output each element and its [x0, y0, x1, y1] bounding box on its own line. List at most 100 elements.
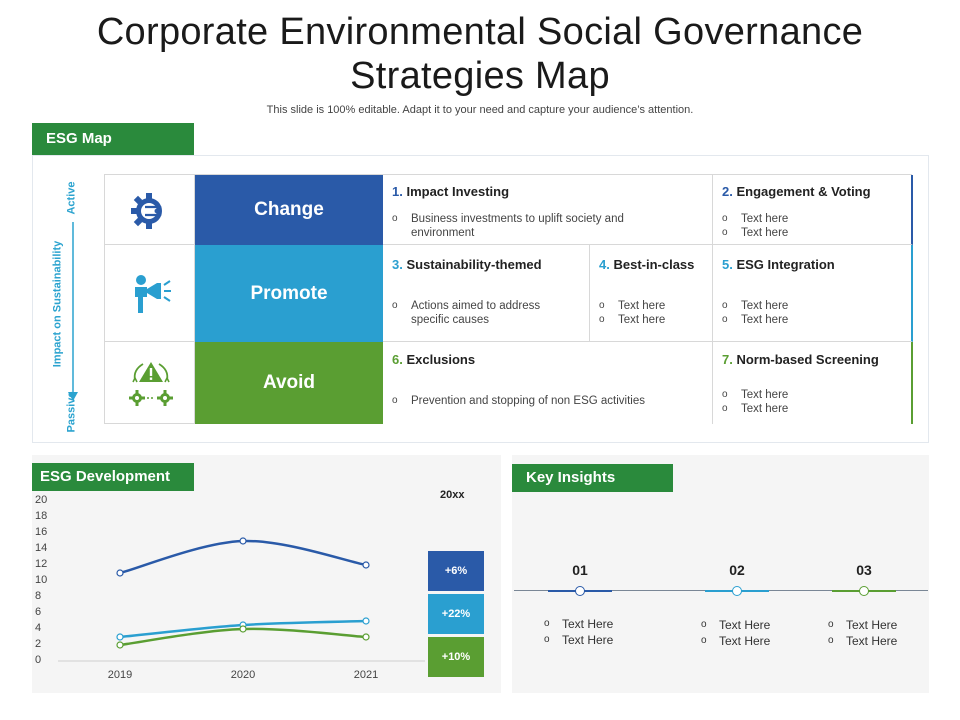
- bullet-item: o Text here: [599, 299, 665, 313]
- insight-2-marker: [732, 586, 742, 596]
- year-label: 20xx: [440, 489, 465, 501]
- axis-active-label: Active: [65, 181, 78, 215]
- bullet-text: Text here: [741, 389, 789, 401]
- strategy-cell-3: 3. Sustainability-themed o Actions aimed …: [383, 245, 590, 342]
- strategy-number: 6.: [392, 352, 403, 367]
- strategy-cell-1: 1. Impact Investing o Business investment…: [383, 175, 713, 245]
- y-tick-label: 12: [35, 558, 48, 570]
- esg-development-tab: ESG Development: [32, 463, 194, 491]
- insight-2-bullet: o Text Here: [701, 633, 770, 649]
- bullet-glyph: o: [722, 314, 728, 325]
- y-tick-label: 16: [35, 526, 48, 538]
- bullet-item: o Text here: [722, 388, 788, 402]
- title-line-1: Corporate Environmental Social Governanc…: [96, 11, 864, 53]
- bullet-item: o Prevention and stopping of non ESG acti…: [392, 394, 692, 408]
- page-subtitle: This slide is 100% editable. Adapt it to…: [266, 104, 694, 116]
- bullet-glyph: o: [722, 403, 728, 414]
- title-line-2: Strategies Map: [350, 55, 610, 97]
- axis-passive-label: Passive: [65, 391, 78, 433]
- strategy-number: 7.: [722, 352, 733, 367]
- strategy-cell-5: 5. ESG Integration o Text here o Text here: [713, 245, 913, 342]
- x-tick-label: 2021: [353, 669, 379, 681]
- bullet-text: Text here: [741, 213, 789, 225]
- insight-1-marker: [575, 586, 585, 596]
- strategy-title-7: 7. Norm-based Screening: [722, 352, 879, 367]
- y-tick-label: 8: [35, 590, 42, 602]
- bullet-glyph: o: [828, 635, 834, 646]
- insight-2-number: 02: [729, 562, 745, 578]
- icon-cell-change: [105, 175, 195, 245]
- bullet-glyph: o: [544, 618, 550, 629]
- strategy-title-text: ESG Integration: [736, 257, 835, 272]
- bullet-glyph: o: [722, 300, 728, 311]
- axis-title: Impact on Sustainability: [51, 240, 64, 368]
- strategy-title-1: 1. Impact Investing: [392, 184, 509, 199]
- strategy-title-4: 4. Best-in-class: [599, 257, 694, 272]
- y-tick-label: 4: [35, 622, 42, 634]
- strategy-title-2: 2. Engagement & Voting: [722, 184, 871, 199]
- bullet-glyph: o: [722, 389, 728, 400]
- esg-map-tab: ESG Map: [32, 123, 194, 155]
- insight-1-bullet: o Text Here: [544, 616, 613, 632]
- change-box-3: +10%: [428, 637, 484, 677]
- strategy-title-text: Norm-based Screening: [736, 352, 879, 367]
- bullet-item: o Actions aimed to address specific cause…: [392, 299, 567, 327]
- bullet-text: Actions aimed to address specific causes: [411, 300, 541, 326]
- insight-1-bullet: o Text Here: [544, 632, 613, 648]
- key-insights-tab: Key Insights: [512, 464, 673, 492]
- strategy-title-6: 6. Exclusions: [392, 352, 475, 367]
- strategy-cell-7: 7. Norm-based Screening o Text here o Text…: [713, 342, 913, 424]
- insight-1-number: 01: [572, 562, 588, 578]
- change-box-1: +6%: [428, 551, 484, 591]
- icon-cell-promote: [105, 245, 195, 342]
- bullet-glyph: o: [599, 314, 605, 325]
- bullet-text: Text Here: [562, 633, 614, 647]
- bullet-glyph: o: [599, 300, 605, 311]
- bullet-glyph: o: [722, 213, 728, 224]
- bullet-item: o Text here: [722, 402, 788, 416]
- bullet-glyph: o: [392, 213, 398, 224]
- bullet-text: Text Here: [846, 618, 898, 632]
- y-tick-label: 0: [35, 654, 42, 666]
- bullet-text: Text here: [741, 314, 789, 326]
- y-tick-label: 2: [35, 638, 42, 650]
- page-title: Corporate Environmental Social Governanc…: [0, 10, 960, 98]
- insight-3-number: 03: [856, 562, 872, 578]
- bullet-text: Text Here: [846, 634, 898, 648]
- strategy-number: 1.: [392, 184, 403, 199]
- y-tick-label: 10: [35, 574, 48, 586]
- bullet-text: Text here: [618, 300, 666, 312]
- bullet-glyph: o: [828, 619, 834, 630]
- strategy-number: 2.: [722, 184, 733, 199]
- strategy-number: 5.: [722, 257, 733, 272]
- strategy-cell-4: 4. Best-in-class o Text here o Text here: [590, 245, 713, 342]
- strategy-title-text: Impact Investing: [406, 184, 510, 199]
- strategy-title-3: 3. Sustainability-themed: [392, 257, 542, 272]
- bullet-text: Business investments to uplift society a…: [411, 213, 624, 239]
- change-box-2: +22%: [428, 594, 484, 634]
- bullet-glyph: o: [701, 619, 707, 630]
- strategy-number: 4.: [599, 257, 610, 272]
- bullet-text: Text here: [741, 300, 789, 312]
- gear-arrows-icon: [131, 193, 162, 229]
- strategy-cell-6: 6. Exclusions o Prevention and stopping o…: [383, 342, 713, 424]
- bullet-item: o Text here: [722, 212, 788, 226]
- bullet-item: o Business investments to uplift society …: [392, 212, 662, 240]
- icon-cell-avoid: [105, 342, 195, 424]
- x-tick-label: 2019: [107, 669, 133, 681]
- insight-2-bullet: o Text Here: [701, 617, 770, 633]
- strategy-title-text: Sustainability-themed: [406, 257, 542, 272]
- bullet-text: Text Here: [719, 618, 771, 632]
- bullet-item: o Text here: [722, 299, 788, 313]
- strategy-title-text: Exclusions: [406, 352, 476, 367]
- bullet-text: Text here: [741, 403, 789, 415]
- bullet-glyph: o: [392, 395, 398, 406]
- y-tick-label: 18: [35, 510, 48, 522]
- insight-3-bullet: o Text Here: [828, 633, 897, 649]
- axis-arrow: [68, 222, 78, 401]
- strategy-title-text: Best-in-class: [613, 257, 695, 272]
- category-change: Change: [195, 175, 383, 245]
- strategy-title-5: 5. ESG Integration: [722, 257, 835, 272]
- insight-3-marker: [859, 586, 869, 596]
- bullet-item: o Text here: [722, 226, 788, 240]
